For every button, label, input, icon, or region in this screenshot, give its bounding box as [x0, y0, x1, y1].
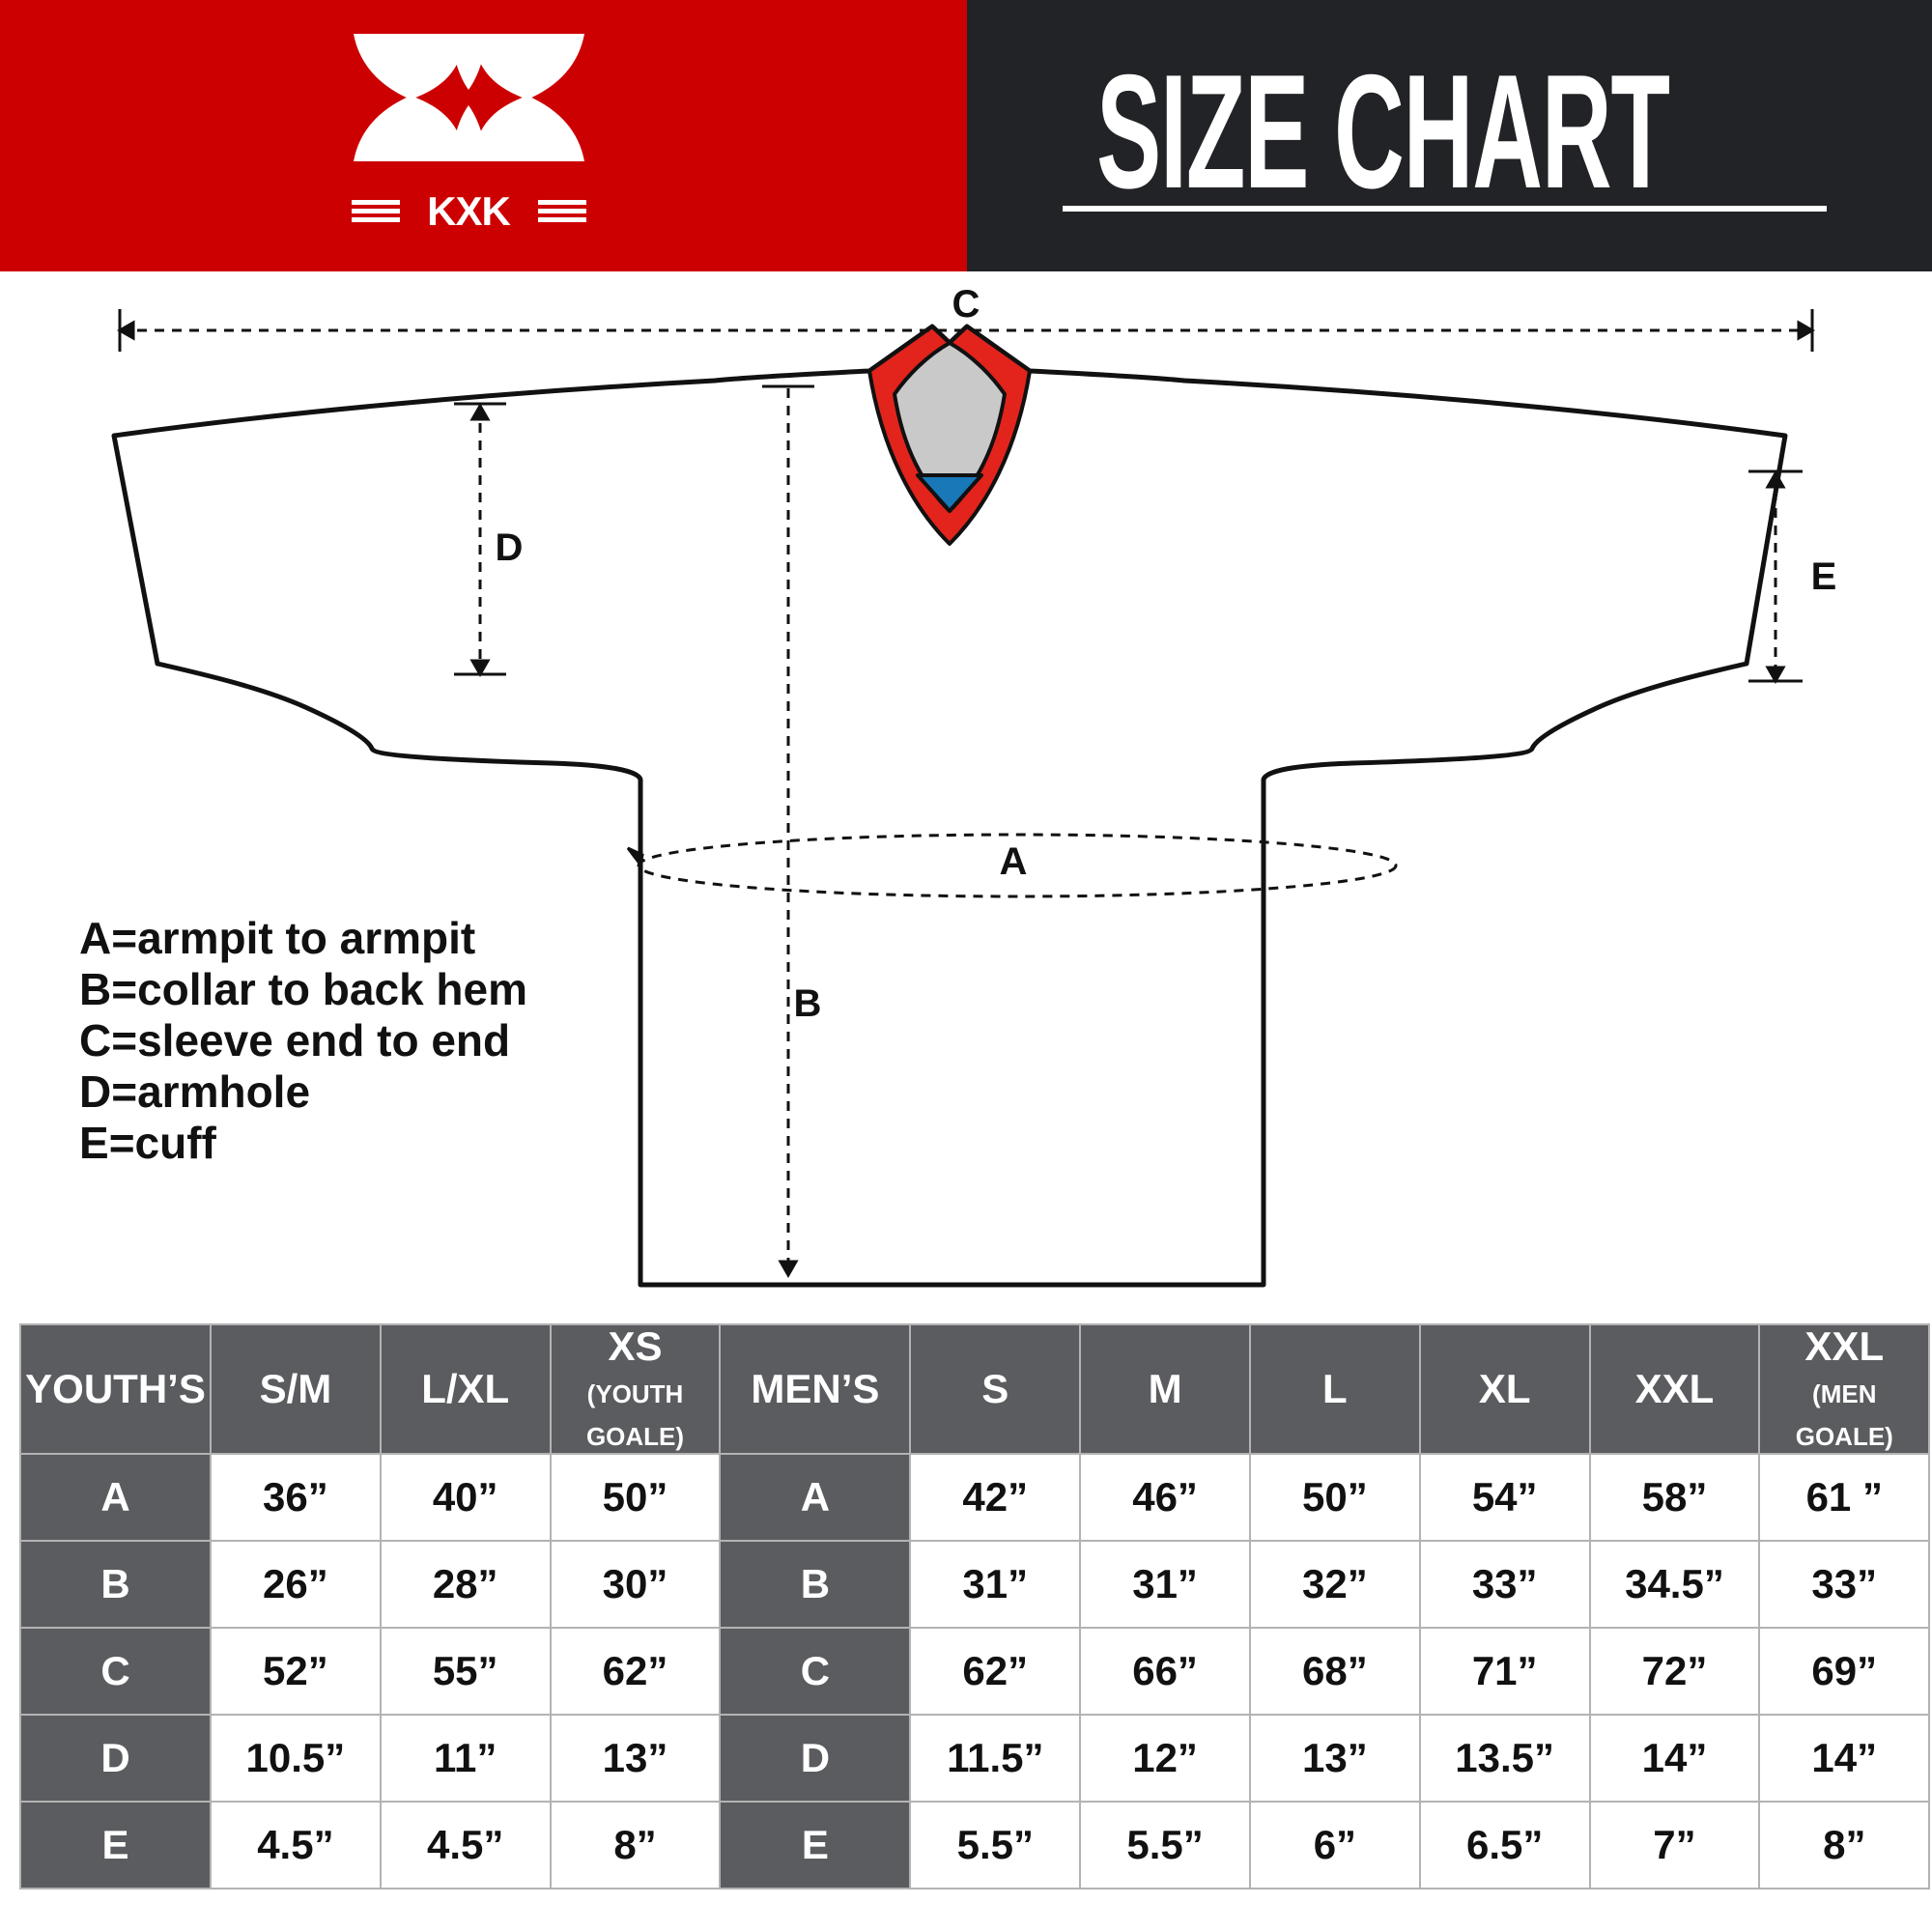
svg-text:D: D	[496, 526, 524, 569]
svg-text:KXK: KXK	[427, 189, 510, 232]
svg-text:A: A	[1000, 840, 1028, 883]
svg-text:E: E	[1811, 555, 1837, 598]
svg-text:C: C	[952, 283, 980, 326]
svg-text:B: B	[794, 982, 822, 1025]
